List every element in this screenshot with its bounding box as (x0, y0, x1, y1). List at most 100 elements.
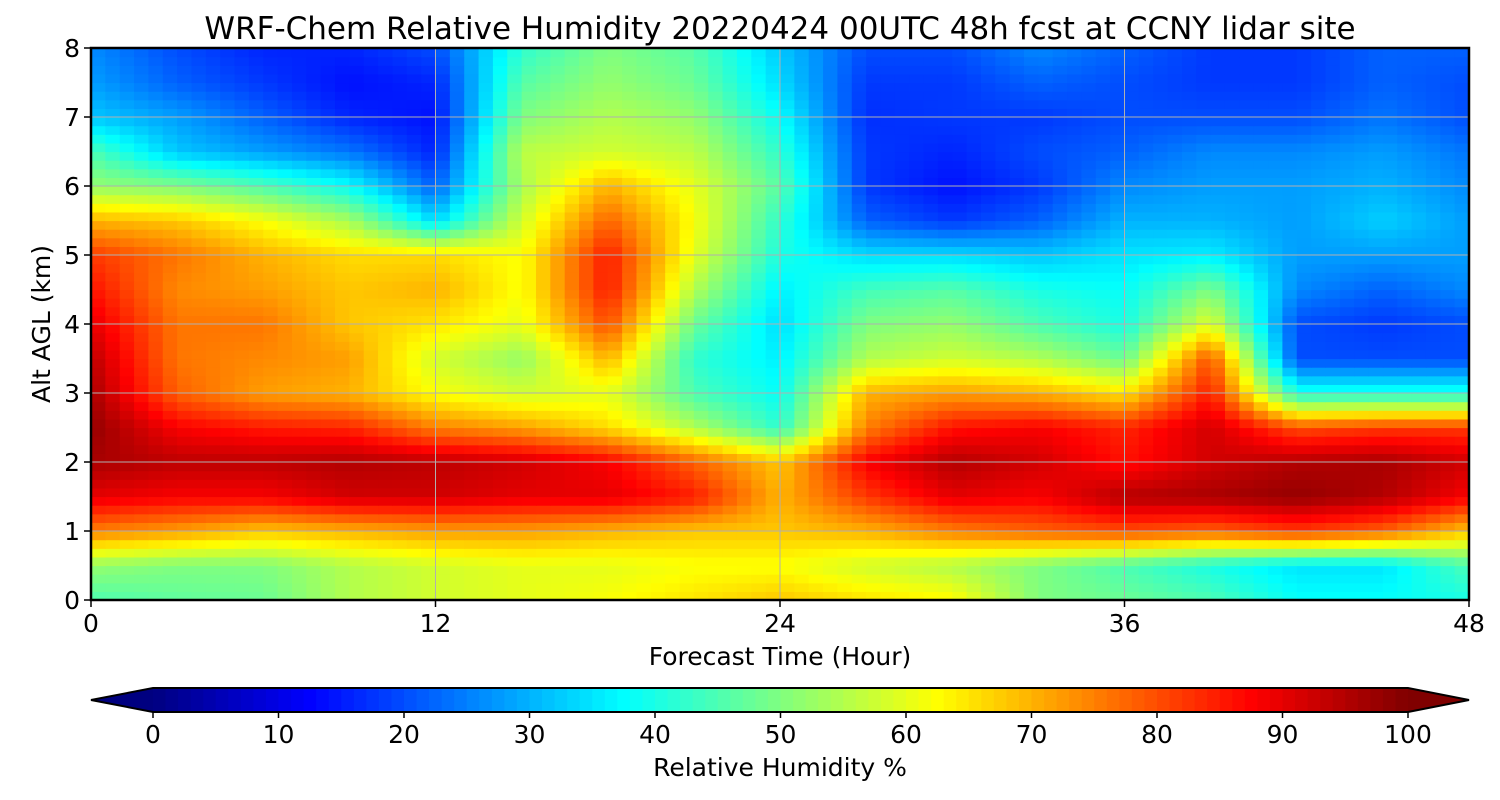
heatmap-cell (392, 298, 408, 308)
heatmap-cell (105, 142, 121, 153)
heatmap-cell (521, 324, 537, 334)
heatmap-cell (564, 393, 580, 403)
heatmap-cell (492, 358, 508, 368)
heatmap-cell (665, 194, 681, 204)
heatmap-cell (1081, 177, 1097, 187)
heatmap-cell (1397, 289, 1413, 299)
heatmap-cell (923, 237, 939, 247)
heatmap-cell (521, 280, 537, 291)
heatmap-cell (909, 453, 925, 463)
heatmap-cell (191, 220, 207, 230)
heatmap-cell (119, 177, 135, 187)
heatmap-cell (1425, 306, 1441, 316)
heatmap-cell (679, 255, 695, 265)
heatmap-cell (1024, 470, 1039, 480)
heatmap-cell (449, 358, 465, 368)
heatmap-cell (234, 280, 250, 291)
heatmap-cell (119, 548, 135, 558)
heatmap-cell (837, 470, 853, 480)
heatmap-cell (1067, 203, 1083, 213)
heatmap-cell (1138, 513, 1154, 523)
heatmap-cell (665, 453, 681, 463)
heatmap-cell (191, 582, 207, 592)
heatmap-cell (1454, 565, 1469, 575)
heatmap-cell (1311, 272, 1327, 282)
heatmap-cell (1239, 306, 1255, 316)
heatmap-cell (1067, 272, 1083, 282)
heatmap-cell (220, 591, 236, 600)
heatmap-cell (119, 211, 135, 222)
heatmap-cell (177, 367, 193, 377)
heatmap-cell (1153, 444, 1169, 454)
heatmap-cell (378, 186, 394, 196)
heatmap-cell (579, 513, 594, 523)
heatmap-cell (952, 237, 968, 247)
heatmap-cell (263, 427, 279, 437)
heatmap-cell (880, 194, 896, 204)
heatmap-cell (679, 384, 695, 394)
heatmap-cell (937, 255, 953, 265)
heatmap-cell (1382, 427, 1398, 437)
heatmap-cell (1311, 151, 1327, 161)
heatmap-cell (765, 436, 781, 446)
heatmap-cell (1282, 444, 1298, 454)
heatmap-cell (277, 358, 293, 368)
heatmap-cell (1009, 229, 1025, 239)
heatmap-cell (406, 341, 422, 351)
heatmap-cell (937, 358, 953, 368)
heatmap-cell (435, 168, 451, 178)
heatmap-cell (177, 255, 193, 265)
heatmap-cell (1095, 289, 1111, 299)
heatmap-cell (765, 220, 781, 230)
heatmap-cell (177, 574, 193, 584)
heatmap-cell (1354, 393, 1370, 403)
heatmap-cell (665, 565, 681, 575)
heatmap-cell (349, 263, 365, 273)
heatmap-cell (535, 263, 551, 273)
heatmap-cell (765, 444, 781, 454)
heatmap-cell (1167, 220, 1183, 230)
heatmap-cell (1009, 410, 1025, 420)
heatmap-cell (1167, 393, 1183, 403)
heatmap-cell (550, 332, 566, 342)
heatmap-cell (1397, 220, 1413, 230)
heatmap-cell (794, 393, 810, 403)
heatmap-cell (923, 203, 939, 213)
heatmap-cell (1067, 375, 1083, 385)
heatmap-cell (564, 160, 580, 170)
heatmap-cell (1181, 263, 1197, 273)
heatmap-cell (464, 582, 480, 592)
heatmap-cell (1081, 229, 1097, 239)
heatmap-cell (952, 384, 968, 394)
heatmap-cell (162, 237, 178, 247)
heatmap-cell (765, 462, 781, 472)
heatmap-cell (722, 298, 738, 308)
heatmap-cell (1311, 280, 1327, 291)
heatmap-cell (622, 556, 638, 567)
heatmap-cell (449, 332, 465, 342)
heatmap-cell (866, 513, 882, 523)
heatmap-cell (148, 229, 164, 239)
heatmap-cell (909, 410, 925, 420)
heatmap-cell (1067, 531, 1083, 541)
heatmap-cell (320, 453, 336, 463)
heatmap-cell (306, 410, 322, 420)
heatmap-cell (449, 522, 465, 532)
heatmap-cell (952, 263, 968, 273)
heatmap-cell (909, 194, 925, 204)
heatmap-cell (263, 151, 279, 161)
heatmap-cell (306, 531, 322, 541)
heatmap-cell (349, 211, 365, 222)
heatmap-cell (593, 436, 609, 446)
heatmap-cell (1382, 401, 1398, 411)
heatmap-cell (880, 470, 896, 480)
heatmap-cell (435, 237, 451, 247)
heatmap-cell (607, 367, 623, 377)
heatmap-cell (1382, 298, 1398, 308)
heatmap-cell (277, 522, 293, 532)
heatmap-cell (234, 237, 250, 247)
heatmap-cell (234, 487, 250, 498)
heatmap-cell (1325, 531, 1341, 541)
heatmap-cell (1382, 513, 1398, 523)
heatmap-cell (980, 582, 996, 592)
